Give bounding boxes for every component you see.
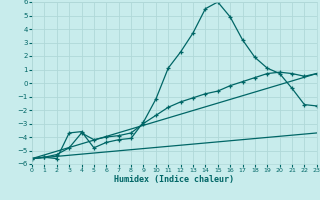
- X-axis label: Humidex (Indice chaleur): Humidex (Indice chaleur): [115, 175, 234, 184]
